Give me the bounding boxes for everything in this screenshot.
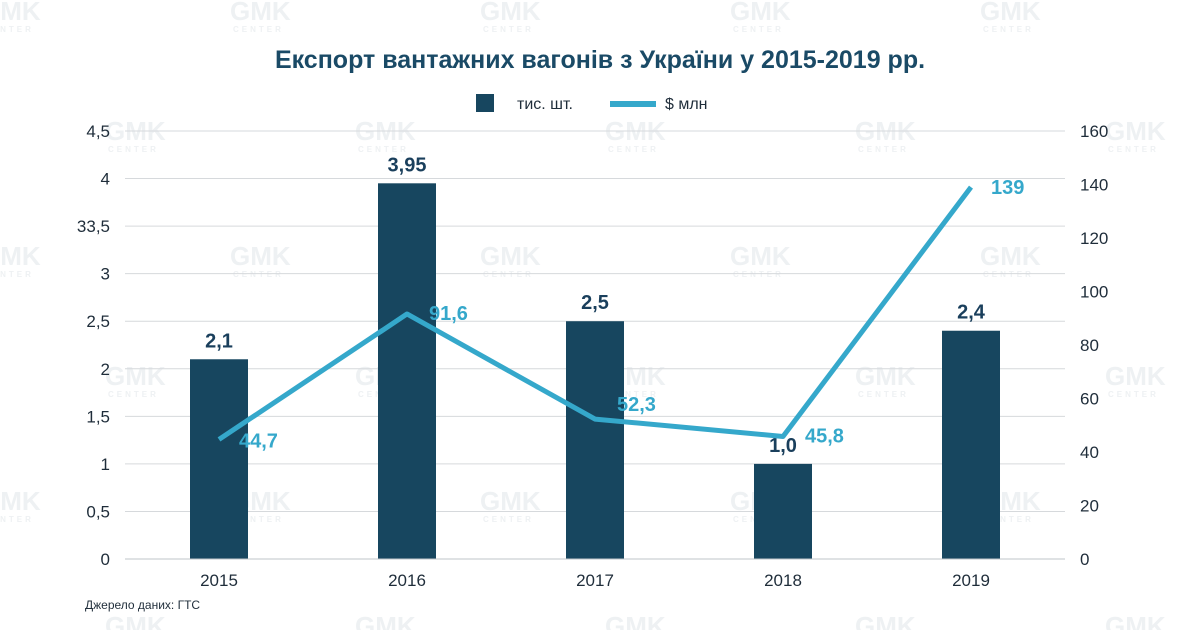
- bar: [190, 359, 248, 559]
- watermark-text: GMK: [355, 611, 416, 630]
- watermark-text: GMK: [1105, 611, 1166, 630]
- watermark-subtext: CENTER: [358, 145, 409, 154]
- watermark-text: GMK: [105, 361, 166, 391]
- bar: [378, 183, 436, 560]
- y-left-tick-label: 2: [101, 360, 110, 379]
- y-right-tick-label: 40: [1080, 443, 1099, 462]
- watermark-text: GMK: [0, 486, 41, 516]
- bar: [566, 321, 624, 559]
- watermark-text: GMK: [105, 611, 166, 630]
- watermark-text: GMK: [1105, 116, 1166, 146]
- y-right-tick-label: 60: [1080, 390, 1099, 409]
- watermark-subtext: CENTER: [108, 390, 159, 399]
- watermark-text: GMK: [230, 0, 291, 26]
- watermark-subtext: CENTER: [483, 515, 534, 524]
- watermark-text: GMK: [605, 611, 666, 630]
- watermark-subtext: CENTER: [983, 25, 1034, 34]
- watermark-subtext: CENTER: [733, 270, 784, 279]
- y-right-tick-label: 140: [1080, 176, 1108, 195]
- watermark-subtext: CENTER: [608, 145, 659, 154]
- bar-series: 2,1 3,95 2,5 1,0 2,4: [190, 154, 1000, 560]
- x-tick-label: 2015: [200, 571, 238, 590]
- y-right-tick-label: 80: [1080, 336, 1099, 355]
- y-right-tick-label: 0: [1080, 550, 1089, 569]
- line-value-label: 91,6: [429, 303, 468, 325]
- watermark-text: GMK: [730, 241, 791, 271]
- legend-line-label: $ млн: [665, 96, 708, 113]
- watermark-text: GMK: [480, 241, 541, 271]
- line-value-label: 139: [991, 177, 1024, 199]
- watermark-subtext: CENTER: [0, 270, 34, 279]
- watermark-text: GMK: [730, 0, 791, 26]
- legend-line-swatch: [610, 101, 656, 107]
- y-right-tick-label: 120: [1080, 229, 1108, 248]
- watermark-subtext: CENTER: [983, 270, 1034, 279]
- source-note: Джерело даних: ГТС: [85, 598, 200, 612]
- watermark-subtext: CENTER: [483, 270, 534, 279]
- x-tick-label: 2018: [764, 571, 802, 590]
- bar-value-label: 1,0: [769, 435, 797, 457]
- y-right-tick-label: 100: [1080, 283, 1108, 302]
- watermark-subtext: CENTER: [608, 390, 659, 399]
- watermark-subtext: CENTER: [0, 515, 34, 524]
- watermark-subtext: CENTER: [858, 145, 909, 154]
- y-axis-right: 0 20 40 60 80 100 120 140 160: [1080, 122, 1108, 569]
- watermark-text: GMK: [1105, 361, 1166, 391]
- watermark-text: GMK: [980, 0, 1041, 26]
- bar: [942, 330, 1000, 559]
- watermark-subtext: CENTER: [233, 270, 284, 279]
- x-tick-label: 2017: [576, 571, 614, 590]
- watermark-subtext: CENTER: [983, 515, 1034, 524]
- y-left-tick-label: 3: [101, 265, 110, 284]
- y-left-tick-label: 1: [101, 455, 110, 474]
- watermark-text: GMK: [980, 241, 1041, 271]
- y-left-tick-label: 2,5: [86, 312, 110, 331]
- x-tick-label: 2016: [388, 571, 426, 590]
- y-left-tick-label: 1,5: [86, 407, 110, 426]
- y-right-tick-label: 20: [1080, 497, 1099, 516]
- legend: тис. шт. $ млн: [476, 94, 708, 113]
- watermark-subtext: CENTER: [108, 145, 159, 154]
- watermark-subtext: CENTER: [733, 25, 784, 34]
- y-left-tick-label: 4,5: [86, 122, 110, 141]
- watermark-subtext: CENTER: [233, 515, 284, 524]
- line-value-label: 45,8: [805, 425, 844, 447]
- bar-value-label: 3,95: [388, 154, 427, 176]
- watermark-text: GMK: [0, 241, 41, 271]
- y-left-tick-label: 0,5: [86, 502, 110, 521]
- y-left-tick-label: 4: [101, 170, 110, 189]
- line-value-label: 52,3: [617, 394, 656, 416]
- watermark-subtext: CENTER: [858, 390, 909, 399]
- y-axis-left: 0 0,5 1 1,5 2 2,5 3 33,5 4 4,5: [77, 122, 110, 569]
- watermark-subtext: CENTER: [1108, 145, 1159, 154]
- x-axis: 2015 2016 2017 2018 2019: [125, 558, 1065, 590]
- watermark-subtext: CENTER: [483, 25, 534, 34]
- watermark-subtext: CENTER: [233, 25, 284, 34]
- legend-bar-label: тис. шт.: [517, 96, 573, 113]
- y-left-tick-label: 33,5: [77, 217, 110, 236]
- legend-bar-swatch: [476, 94, 494, 112]
- bar-value-label: 2,4: [957, 302, 986, 324]
- line-path: [217, 185, 973, 442]
- chart-title: Експорт вантажних вагонів з України у 20…: [275, 46, 925, 74]
- watermark-subtext: CENTER: [1108, 390, 1159, 399]
- watermark-text: GMK: [855, 611, 916, 630]
- line-value-label: 44,7: [239, 430, 278, 452]
- line-series: 44,7 91,6 52,3 45,8 139: [217, 177, 1024, 452]
- watermark-subtext: CENTER: [0, 25, 34, 34]
- bar-value-label: 2,1: [205, 330, 233, 352]
- y-right-tick-label: 160: [1080, 122, 1108, 141]
- watermark-text: GMK: [480, 0, 541, 26]
- bar-value-label: 2,5: [581, 292, 609, 314]
- watermark-text: GMK: [230, 241, 291, 271]
- bar: [754, 463, 812, 559]
- x-tick-label: 2019: [952, 571, 990, 590]
- y-left-tick-label: 0: [101, 550, 110, 569]
- watermark-text: GMK: [855, 361, 916, 391]
- watermark-text: GMK: [0, 0, 41, 26]
